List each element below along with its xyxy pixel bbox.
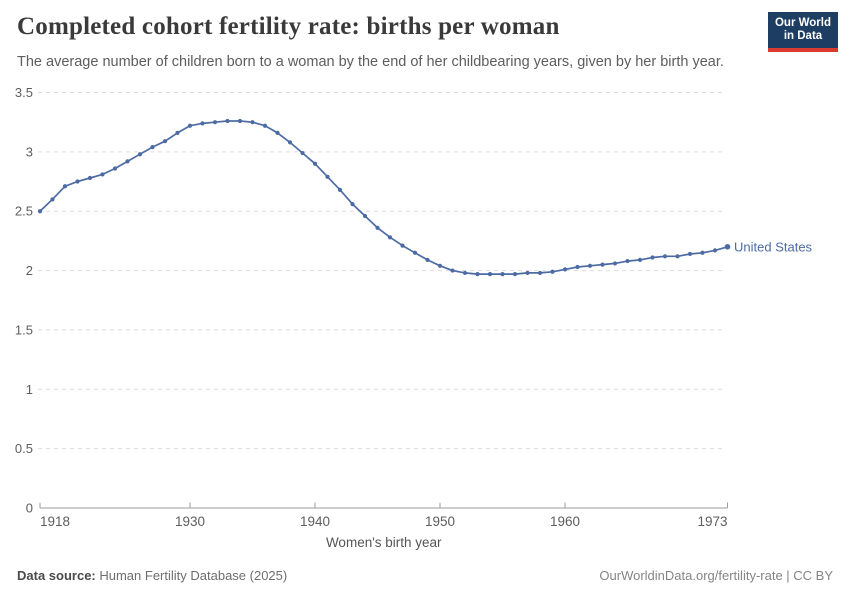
x-tick-label: 1918 [40, 514, 70, 529]
data-point [587, 263, 593, 268]
x-tick-label: 1930 [175, 514, 205, 529]
data-point [650, 255, 655, 260]
data-point [300, 150, 305, 156]
data-point [100, 172, 105, 177]
data-source-label: Data source: [17, 568, 96, 583]
data-point [75, 179, 80, 184]
data-point [675, 254, 680, 259]
data-point [287, 140, 293, 145]
data-point [62, 184, 68, 189]
y-tick-label: 0 [26, 501, 33, 516]
data-point [325, 174, 330, 179]
data-point [525, 270, 530, 276]
x-tick-label: 1960 [550, 514, 580, 529]
data-point [700, 250, 705, 255]
data-point [212, 120, 218, 125]
data-point [37, 209, 43, 214]
data-point [612, 261, 618, 266]
x-tick-label: 1973 [697, 514, 727, 529]
data-point [412, 250, 418, 255]
data-point [400, 243, 405, 248]
page-title: Completed cohort fertility rate: births … [17, 13, 560, 40]
y-tick-label: 1.5 [15, 322, 33, 337]
y-tick-label: 2.5 [15, 204, 33, 219]
data-point [312, 161, 318, 166]
data-point [112, 166, 118, 171]
data-source-text: Human Fertility Database (2025) [95, 568, 288, 583]
owid-logo-line1: Our World [774, 17, 831, 29]
data-point [425, 257, 430, 262]
x-tick-label: 1940 [300, 514, 330, 529]
y-tick-label: 3 [26, 144, 33, 159]
chart-footer: Data source: Human Fertility Database (2… [17, 568, 833, 583]
owid-logo-line2: in Data [783, 30, 823, 42]
data-point [500, 272, 505, 277]
data-point [237, 118, 243, 124]
data-point [125, 159, 130, 164]
data-point [200, 121, 205, 126]
data-point [250, 120, 255, 125]
data-point [724, 244, 731, 250]
data-point [687, 251, 693, 257]
data-point [162, 139, 168, 144]
data-point [562, 267, 568, 272]
series-label: United States [734, 239, 813, 254]
owid-logo[interactable]: Our World in Data [768, 12, 838, 52]
data-point [262, 123, 268, 128]
data-point [600, 262, 605, 267]
chart-subtitle: The average number of children born to a… [17, 54, 724, 70]
data-point [175, 130, 180, 135]
data-point [575, 264, 580, 270]
data-point [462, 270, 468, 276]
y-tick-label: 2 [26, 263, 33, 278]
data-point [475, 272, 480, 277]
data-point [187, 123, 193, 128]
data-point [537, 270, 543, 276]
data-point [275, 130, 280, 135]
data-point [337, 187, 343, 192]
data-point [712, 248, 718, 253]
data-point [637, 257, 643, 262]
data-point [450, 268, 455, 273]
credit-link[interactable]: OurWorldinData.org/fertility-rate | CC B… [599, 568, 833, 583]
data-point [375, 225, 380, 230]
x-tick-label: 1950 [425, 514, 455, 529]
data-point [87, 175, 93, 181]
data-point [662, 254, 668, 259]
data-point [350, 201, 355, 207]
data-point [512, 272, 518, 277]
data-point [50, 197, 55, 202]
data-point [550, 269, 555, 274]
data-point [150, 145, 155, 150]
fertility-line [39, 120, 728, 275]
y-tick-label: 1 [26, 382, 33, 397]
data-point [387, 235, 393, 240]
data-point [225, 118, 230, 124]
y-tick-label: 0.5 [15, 441, 33, 456]
data-point [437, 263, 443, 268]
y-tick-label: 3.5 [15, 85, 33, 100]
data-point [487, 272, 493, 277]
data-source: Data source: Human Fertility Database (2… [17, 568, 287, 583]
data-point [625, 258, 630, 264]
data-point [362, 213, 368, 219]
data-point [137, 152, 143, 157]
x-axis-title: Women's birth year [326, 535, 442, 550]
